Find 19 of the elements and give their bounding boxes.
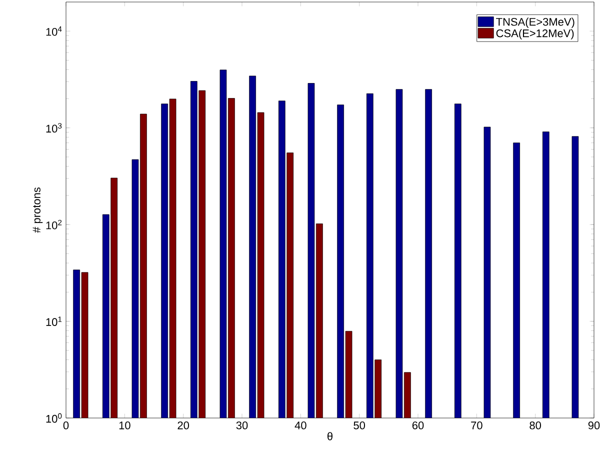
y-tick-label: 10$^{2}$ <box>46 220 62 230</box>
x-tick-label: 50 <box>354 422 366 430</box>
x-tick-label: 80 <box>530 422 542 430</box>
x-tick-label: 60 <box>412 422 424 430</box>
y-axis-title: # protons <box>32 187 43 233</box>
y-tick-label: 10$^{3}$ <box>46 123 62 133</box>
x-tick-label: 20 <box>178 422 190 430</box>
x-tick-label: 70 <box>471 422 482 430</box>
legend-label: CSA(E>12MeV) <box>496 29 574 40</box>
x-tick-label: 90 <box>588 422 600 430</box>
y-tick-label: 10$^{0}$ <box>46 413 62 423</box>
y-tick-label: 10$^{1}$ <box>46 316 62 326</box>
x-tick-label: 30 <box>236 422 248 430</box>
x-tick-label: 40 <box>294 422 306 430</box>
x-tick-label: 0 <box>63 422 69 430</box>
legend-label: TNSA(E>3MeV) <box>496 18 574 28</box>
x-tick-label: 10 <box>119 422 130 430</box>
x-axis-title: θ <box>328 432 332 440</box>
y-tick-label: 10$^{4}$ <box>46 26 62 36</box>
